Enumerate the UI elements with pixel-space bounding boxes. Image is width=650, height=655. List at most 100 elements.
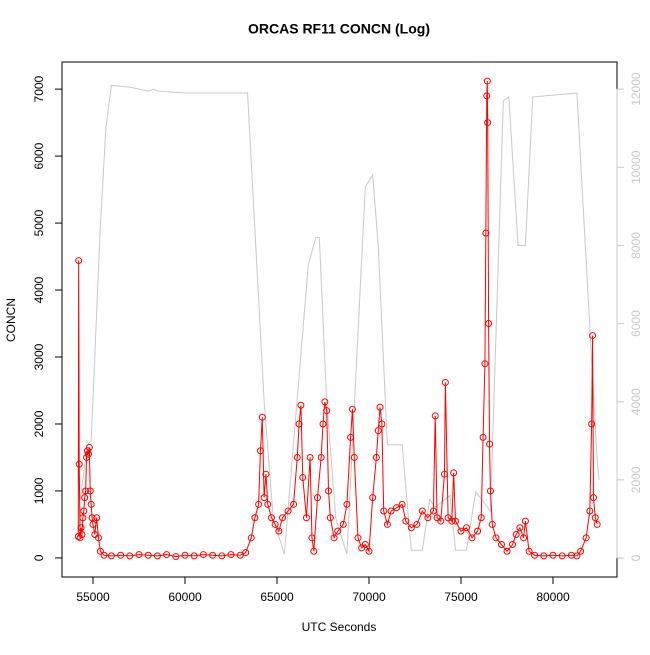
x-tick-label: 80000 [536, 590, 570, 604]
data-point [354, 534, 362, 542]
data-point [284, 507, 292, 515]
data-point [334, 527, 342, 535]
data-point [75, 460, 83, 468]
y-tick-label: 5000 [32, 209, 46, 236]
data-point [153, 552, 161, 560]
data-point [79, 514, 87, 522]
y-tick-label: 4000 [32, 276, 46, 303]
data-point [83, 447, 91, 455]
data-point [209, 551, 217, 559]
data-point [479, 433, 487, 441]
data-point [418, 507, 426, 515]
data-point [117, 551, 125, 559]
data-point [80, 507, 88, 515]
data-point [295, 420, 303, 428]
data-point [586, 507, 594, 515]
series-line [77, 81, 598, 558]
y2-tick-label: 4000 [629, 388, 643, 415]
y-tick-label: 2000 [32, 410, 46, 437]
y2-tick-label: 6000 [629, 310, 643, 337]
data-point [279, 514, 287, 522]
data-point [325, 487, 333, 495]
data-point [96, 547, 104, 555]
data-point [424, 514, 432, 522]
data-point [402, 517, 410, 525]
data-point [441, 378, 449, 386]
data-point [531, 551, 539, 559]
data-point [317, 453, 325, 461]
data-point [87, 500, 95, 508]
data-point [588, 420, 596, 428]
data-point [247, 534, 255, 542]
data-point [393, 504, 401, 512]
data-point [509, 541, 517, 549]
data-point [497, 541, 505, 549]
data-point [573, 552, 581, 560]
data-point [365, 547, 373, 555]
data-point [275, 527, 283, 535]
data-point [413, 520, 421, 528]
data-point [369, 494, 377, 502]
data-point [181, 551, 189, 559]
data-point [89, 520, 97, 528]
x-tick-label: 55000 [76, 590, 110, 604]
data-point [429, 507, 437, 515]
data-point [558, 552, 566, 560]
data-point [525, 547, 533, 555]
data-point [463, 524, 471, 532]
data-point [319, 420, 327, 428]
data-point [313, 494, 321, 502]
data-point [383, 520, 391, 528]
data-point [95, 534, 103, 542]
data-point [483, 92, 491, 100]
data-point [512, 530, 520, 538]
data-point [306, 453, 314, 461]
data-point [299, 474, 307, 482]
data-point [484, 119, 492, 127]
data-point [380, 507, 388, 515]
data-point [293, 453, 301, 461]
data-point [451, 517, 459, 525]
data-point [144, 551, 152, 559]
data-point [343, 500, 351, 508]
y-tick-label: 0 [32, 554, 46, 561]
data-point [256, 447, 264, 455]
data-point [100, 551, 108, 559]
data-point [468, 534, 476, 542]
data-point [481, 360, 489, 368]
data-point [264, 500, 272, 508]
data-point [474, 527, 482, 535]
data-point [262, 470, 270, 478]
data-point [107, 552, 115, 560]
data-point [516, 524, 524, 532]
data-point [172, 553, 180, 561]
data-point [348, 405, 356, 413]
data-point [589, 494, 597, 502]
data-point [387, 507, 395, 515]
x-tick-label: 65000 [260, 590, 294, 604]
data-point [440, 470, 448, 478]
data-point [486, 440, 494, 448]
data-point [503, 547, 511, 555]
data-point [267, 514, 275, 522]
data-point [326, 514, 334, 522]
y2-tick-label: 8000 [629, 232, 643, 259]
data-point [589, 332, 597, 340]
data-point [483, 77, 491, 85]
data-point [84, 450, 92, 458]
data-point [482, 229, 490, 237]
data-point [350, 453, 358, 461]
data-point [321, 398, 329, 406]
y2-tick-label: 0 [629, 554, 643, 561]
data-point [330, 534, 338, 542]
data-point [81, 494, 89, 502]
data-point [78, 530, 86, 538]
data-point [310, 547, 318, 555]
y-tick-label: 7000 [32, 75, 46, 102]
data-point [361, 541, 369, 549]
y-tick-label: 6000 [32, 142, 46, 169]
data-point [488, 520, 496, 528]
data-point [450, 469, 458, 477]
data-point [398, 500, 406, 508]
data-point [271, 520, 279, 528]
